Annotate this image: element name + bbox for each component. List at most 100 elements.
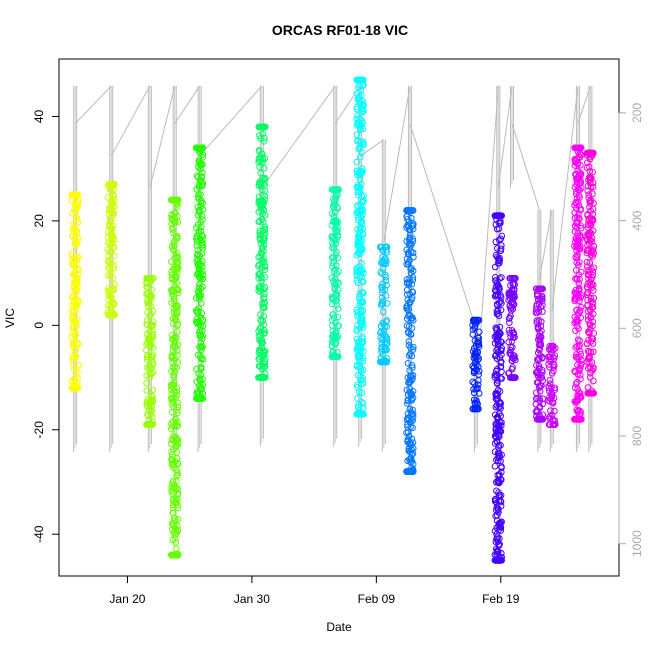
data-point — [261, 299, 269, 307]
data-point — [355, 241, 362, 249]
data-point — [331, 197, 338, 205]
data-point — [584, 242, 591, 249]
data-point — [258, 150, 266, 158]
data-point — [575, 294, 583, 301]
data-point — [586, 173, 594, 181]
data-point — [69, 353, 77, 361]
data-point — [583, 258, 591, 266]
data-point — [330, 195, 337, 203]
data-point — [377, 301, 385, 309]
data-point — [404, 457, 411, 465]
data-point — [406, 290, 414, 298]
data-point — [588, 335, 596, 342]
data-point — [410, 253, 417, 261]
data-point — [354, 384, 361, 391]
data-point — [168, 243, 176, 250]
data-point — [586, 374, 594, 381]
data-point — [551, 386, 559, 393]
data-point — [147, 356, 155, 364]
data-point — [497, 212, 505, 219]
data-point — [335, 305, 342, 312]
data-point — [538, 382, 545, 389]
x-tick-label: Feb 09 — [358, 592, 396, 606]
data-point — [576, 297, 583, 305]
data-point — [545, 384, 553, 392]
data-point — [545, 346, 553, 353]
data-point — [334, 223, 341, 231]
data-point — [471, 337, 479, 345]
data-point — [405, 218, 413, 225]
data-point — [143, 387, 151, 394]
data-point — [332, 227, 340, 235]
data-point — [257, 240, 265, 248]
data-point — [545, 414, 553, 421]
data-point — [471, 379, 478, 387]
data-point — [174, 551, 181, 559]
data-point — [495, 257, 503, 265]
data-point — [197, 338, 205, 346]
data-point — [576, 337, 584, 345]
data-point — [108, 206, 116, 213]
data-point — [471, 323, 479, 330]
data-point — [405, 329, 412, 337]
data-point — [333, 217, 340, 224]
data-point — [195, 267, 203, 274]
data-point — [575, 173, 583, 180]
data-point — [492, 403, 500, 411]
data-point — [169, 551, 177, 559]
data-point — [589, 348, 597, 356]
data-point — [573, 144, 581, 152]
y-axis-label: VIC — [3, 308, 17, 328]
data-point — [333, 186, 341, 193]
data-point — [475, 341, 483, 348]
data-point — [171, 535, 179, 542]
data-point — [589, 168, 596, 176]
data-point — [73, 256, 81, 264]
data-point — [493, 402, 501, 409]
data-point — [574, 232, 582, 240]
data-point — [573, 306, 580, 314]
data-point — [498, 358, 505, 365]
data-point — [491, 463, 499, 470]
data-point — [257, 253, 264, 260]
altitude-connector — [334, 85, 361, 124]
data-point — [104, 233, 112, 241]
data-point — [584, 149, 592, 157]
data-point — [359, 289, 367, 297]
data-point — [588, 359, 596, 366]
data-point — [539, 285, 546, 293]
data-point — [539, 369, 546, 376]
data-point — [259, 191, 266, 199]
data-point — [192, 294, 200, 302]
data-point — [143, 341, 150, 348]
data-point — [583, 340, 591, 347]
data-point — [404, 306, 411, 314]
data-point — [585, 232, 593, 239]
data-point — [71, 191, 79, 199]
data-point — [147, 323, 154, 330]
data-point — [334, 254, 342, 262]
data-point — [258, 339, 265, 346]
data-point — [496, 540, 503, 548]
data-point — [147, 310, 155, 318]
data-point — [328, 210, 336, 217]
data-point — [333, 262, 340, 269]
data-point — [586, 389, 594, 397]
data-point — [493, 512, 501, 519]
data-point — [497, 235, 505, 243]
data-point — [546, 376, 554, 384]
data-point — [173, 265, 181, 272]
data-point — [173, 364, 181, 371]
data-point — [469, 326, 477, 333]
data-point — [354, 410, 361, 418]
data-point — [168, 520, 176, 527]
data-point — [494, 365, 501, 373]
flight-series — [68, 191, 82, 392]
data-point — [195, 163, 202, 170]
data-point — [328, 186, 336, 193]
data-point — [406, 311, 414, 319]
data-point — [144, 296, 152, 304]
data-point — [507, 290, 514, 297]
data-point — [497, 557, 504, 564]
data-point — [172, 274, 180, 281]
